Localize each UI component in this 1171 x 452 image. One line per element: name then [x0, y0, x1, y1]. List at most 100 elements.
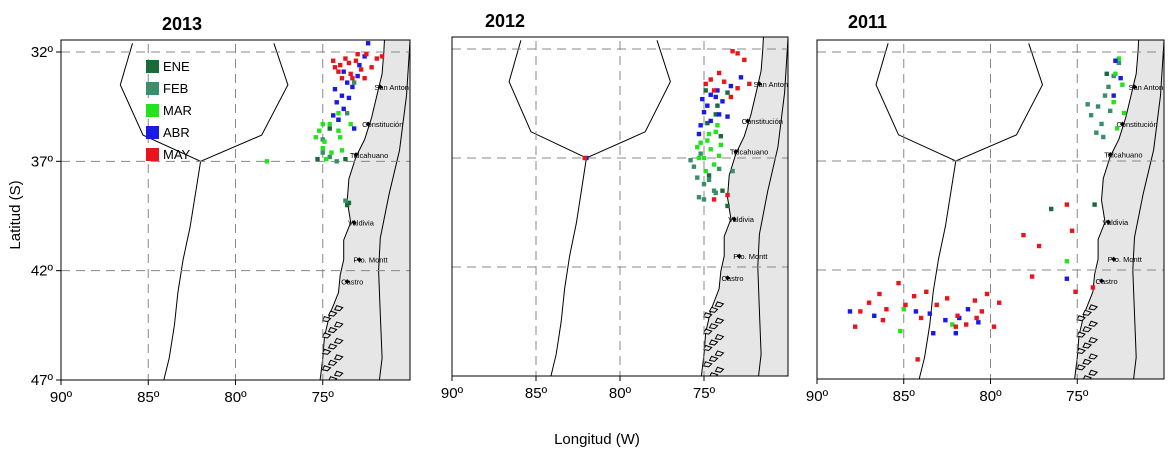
island	[708, 339, 719, 346]
island	[1082, 375, 1092, 379]
point-feb	[698, 151, 703, 156]
point-mar	[1114, 126, 1120, 131]
point-may	[331, 58, 336, 63]
island	[1088, 304, 1099, 311]
town-marker	[1107, 151, 1113, 157]
town-label: Constitución	[742, 117, 783, 126]
point-abr	[720, 99, 725, 104]
point-ene	[706, 173, 712, 178]
town-marker	[1119, 121, 1125, 127]
town-marker	[756, 81, 762, 87]
point-ene	[720, 188, 725, 193]
point-may	[353, 58, 359, 63]
point-mar	[324, 156, 329, 162]
point-ene	[703, 88, 708, 93]
point-may	[915, 357, 920, 362]
town-label: Castro	[722, 274, 744, 283]
point-abr	[357, 62, 362, 68]
island	[708, 323, 719, 330]
point-mar	[339, 148, 345, 153]
point-abr	[708, 92, 713, 97]
point-abr	[355, 73, 360, 79]
point-abr	[705, 103, 710, 108]
point-abr	[331, 113, 336, 118]
point-may	[924, 289, 929, 294]
town-marker	[1105, 219, 1111, 225]
point-ene	[343, 156, 348, 162]
point-feb	[1095, 104, 1101, 109]
point-abr	[913, 309, 919, 314]
point-mar	[703, 168, 708, 174]
point-ene	[315, 156, 320, 162]
point-abr	[332, 86, 338, 92]
town-label: Valdivia	[1102, 218, 1129, 227]
point-may	[711, 88, 717, 93]
point-feb	[691, 164, 697, 169]
x-tick-label: 90º	[50, 389, 73, 406]
point-may	[362, 76, 367, 81]
point-mar	[701, 155, 707, 161]
point-may	[379, 54, 385, 59]
legend-label: ENE	[163, 59, 190, 74]
point-may	[996, 300, 1002, 305]
point-ene	[1092, 202, 1097, 207]
map-body: San Antonio Constitución Talcahuano Valdivi…	[817, 40, 1164, 379]
point-abr	[334, 100, 339, 105]
point-may	[346, 60, 352, 66]
point-may	[944, 296, 950, 301]
town-marker	[733, 148, 739, 154]
town-marker	[1132, 84, 1138, 90]
point-abr	[698, 123, 703, 128]
point-may	[358, 67, 364, 72]
point-abr	[1064, 276, 1070, 281]
town-label: Talcahuano	[730, 147, 768, 156]
island	[333, 337, 344, 344]
point-mar	[696, 155, 702, 161]
point-abr	[708, 118, 713, 124]
point-may	[911, 293, 917, 299]
point-may	[338, 62, 343, 68]
point-abr	[713, 94, 718, 100]
point-feb	[1088, 113, 1094, 118]
point-mar	[1113, 71, 1118, 76]
border-line	[378, 41, 410, 380]
point-feb	[1108, 108, 1113, 114]
panel-title: 2011	[848, 12, 887, 32]
contour-line	[550, 157, 587, 376]
point-abr	[339, 93, 345, 98]
point-mar	[713, 129, 718, 135]
point-abr	[341, 69, 346, 74]
point-may	[884, 307, 889, 312]
x-tick-label: 85º	[525, 385, 548, 402]
point-may	[716, 70, 722, 76]
town-marker	[365, 121, 371, 127]
point-may	[582, 155, 587, 161]
point-abr	[700, 96, 705, 102]
point-may	[1036, 243, 1042, 249]
point-may	[348, 71, 353, 77]
point-abr	[953, 331, 958, 336]
point-abr	[1111, 93, 1116, 98]
point-mar	[708, 147, 713, 152]
point-mar	[716, 153, 722, 159]
point-may	[721, 79, 727, 84]
point-may	[1069, 228, 1075, 233]
point-ene	[725, 90, 730, 95]
point-mar	[320, 146, 325, 151]
point-feb	[701, 197, 707, 202]
town-marker	[745, 118, 751, 124]
point-may	[747, 81, 752, 87]
island	[714, 301, 725, 308]
point-mar	[1111, 99, 1116, 105]
point-may	[336, 69, 341, 74]
point-feb	[1101, 134, 1106, 140]
point-abr	[1118, 75, 1123, 81]
point-mar	[698, 140, 703, 145]
point-may	[984, 291, 990, 297]
point-mar	[327, 121, 332, 127]
point-mar	[901, 307, 906, 312]
x-tick-label: 85º	[893, 388, 916, 405]
map-panel-2011: San Antonio Constitución Talcahuano Valdivi…	[806, 12, 1165, 405]
y-tick-label: 32º	[31, 44, 54, 61]
